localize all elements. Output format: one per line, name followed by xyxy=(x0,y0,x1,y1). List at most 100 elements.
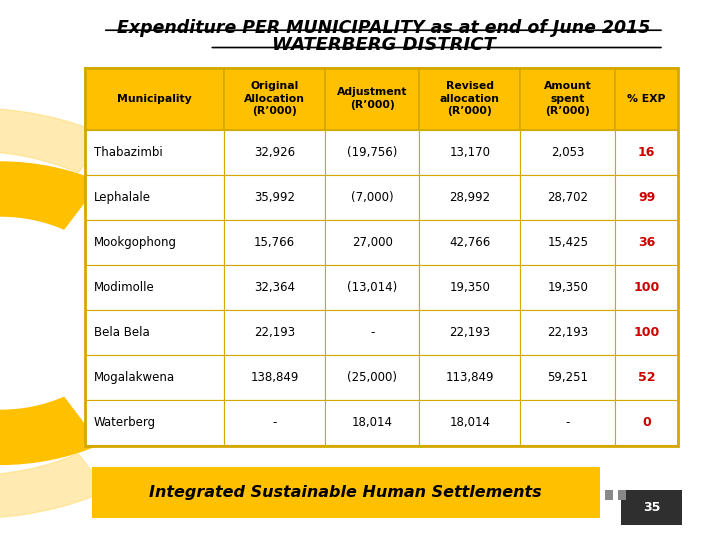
Text: 100: 100 xyxy=(634,326,660,339)
Wedge shape xyxy=(0,108,107,518)
Text: 15,766: 15,766 xyxy=(254,236,295,249)
FancyBboxPatch shape xyxy=(85,68,224,130)
FancyBboxPatch shape xyxy=(224,400,325,445)
FancyBboxPatch shape xyxy=(224,220,325,265)
FancyBboxPatch shape xyxy=(521,220,615,265)
FancyBboxPatch shape xyxy=(325,175,420,220)
Text: 2,053: 2,053 xyxy=(551,146,585,159)
Text: 18,014: 18,014 xyxy=(449,416,490,429)
Text: (25,000): (25,000) xyxy=(347,372,397,384)
Text: Thabazimbi: Thabazimbi xyxy=(94,146,163,159)
FancyBboxPatch shape xyxy=(85,265,224,310)
Text: 99: 99 xyxy=(638,191,655,204)
FancyBboxPatch shape xyxy=(325,310,420,355)
Text: Adjustment
(R’000): Adjustment (R’000) xyxy=(337,87,408,110)
FancyBboxPatch shape xyxy=(325,265,420,310)
Text: Revised
allocation
(R’000): Revised allocation (R’000) xyxy=(440,81,500,116)
FancyBboxPatch shape xyxy=(420,355,521,400)
Text: Waterberg: Waterberg xyxy=(94,416,156,429)
Text: % EXP: % EXP xyxy=(627,93,666,104)
Text: Integrated Sustainable Human Settlements: Integrated Sustainable Human Settlements xyxy=(150,485,542,500)
Text: 138,849: 138,849 xyxy=(251,372,299,384)
Text: WATERBERG DISTRICT: WATERBERG DISTRICT xyxy=(271,36,495,53)
Text: (13,014): (13,014) xyxy=(347,281,397,294)
Text: Modimolle: Modimolle xyxy=(94,281,155,294)
Text: Expenditure PER MUNICIPALITY as at end of June 2015: Expenditure PER MUNICIPALITY as at end o… xyxy=(117,19,650,37)
Text: 16: 16 xyxy=(638,146,655,159)
Text: Bela Bela: Bela Bela xyxy=(94,326,150,339)
Text: Lephalale: Lephalale xyxy=(94,191,150,204)
FancyBboxPatch shape xyxy=(85,175,224,220)
FancyBboxPatch shape xyxy=(621,490,682,525)
Text: 18,014: 18,014 xyxy=(351,416,392,429)
FancyBboxPatch shape xyxy=(224,310,325,355)
FancyBboxPatch shape xyxy=(521,130,615,175)
FancyBboxPatch shape xyxy=(85,130,224,175)
Text: Original
Allocation
(R’000): Original Allocation (R’000) xyxy=(244,81,305,116)
Text: -: - xyxy=(272,416,276,429)
FancyBboxPatch shape xyxy=(521,265,615,310)
Text: 22,193: 22,193 xyxy=(547,326,588,339)
FancyBboxPatch shape xyxy=(615,355,678,400)
FancyBboxPatch shape xyxy=(521,310,615,355)
Text: 32,364: 32,364 xyxy=(254,281,295,294)
Text: 113,849: 113,849 xyxy=(446,372,494,384)
Text: 0: 0 xyxy=(642,416,651,429)
FancyBboxPatch shape xyxy=(615,220,678,265)
FancyBboxPatch shape xyxy=(521,400,615,445)
FancyBboxPatch shape xyxy=(325,68,420,130)
FancyBboxPatch shape xyxy=(615,310,678,355)
FancyBboxPatch shape xyxy=(325,400,420,445)
Text: 36: 36 xyxy=(638,236,655,249)
FancyBboxPatch shape xyxy=(521,175,615,220)
Text: (19,756): (19,756) xyxy=(347,146,397,159)
FancyBboxPatch shape xyxy=(521,355,615,400)
Text: 28,992: 28,992 xyxy=(449,191,490,204)
Text: 13,170: 13,170 xyxy=(449,146,490,159)
Text: (7,000): (7,000) xyxy=(351,191,393,204)
Text: 52: 52 xyxy=(638,372,655,384)
Text: 35,992: 35,992 xyxy=(254,191,295,204)
FancyBboxPatch shape xyxy=(420,310,521,355)
Wedge shape xyxy=(0,162,99,464)
Text: Mookgophong: Mookgophong xyxy=(94,236,176,249)
Text: 22,193: 22,193 xyxy=(449,326,490,339)
FancyBboxPatch shape xyxy=(224,130,325,175)
Text: 100: 100 xyxy=(634,281,660,294)
FancyBboxPatch shape xyxy=(521,68,615,130)
FancyBboxPatch shape xyxy=(325,355,420,400)
FancyBboxPatch shape xyxy=(618,490,626,500)
Text: 35: 35 xyxy=(643,501,660,514)
FancyBboxPatch shape xyxy=(85,310,224,355)
FancyBboxPatch shape xyxy=(420,400,521,445)
Text: 27,000: 27,000 xyxy=(352,236,392,249)
FancyBboxPatch shape xyxy=(224,355,325,400)
Text: Amount
spent
(R’000): Amount spent (R’000) xyxy=(544,81,592,116)
FancyBboxPatch shape xyxy=(224,175,325,220)
Text: 19,350: 19,350 xyxy=(547,281,588,294)
Text: 19,350: 19,350 xyxy=(449,281,490,294)
Text: 42,766: 42,766 xyxy=(449,236,490,249)
Text: 28,702: 28,702 xyxy=(547,191,588,204)
FancyBboxPatch shape xyxy=(420,175,521,220)
Text: -: - xyxy=(565,416,570,429)
FancyBboxPatch shape xyxy=(615,265,678,310)
FancyBboxPatch shape xyxy=(325,130,420,175)
FancyBboxPatch shape xyxy=(85,355,224,400)
FancyBboxPatch shape xyxy=(615,400,678,445)
FancyBboxPatch shape xyxy=(92,467,600,518)
FancyBboxPatch shape xyxy=(325,220,420,265)
FancyBboxPatch shape xyxy=(420,265,521,310)
FancyBboxPatch shape xyxy=(420,130,521,175)
Text: 15,425: 15,425 xyxy=(547,236,588,249)
FancyBboxPatch shape xyxy=(615,175,678,220)
FancyBboxPatch shape xyxy=(615,130,678,175)
Text: 59,251: 59,251 xyxy=(547,372,588,384)
FancyBboxPatch shape xyxy=(420,68,521,130)
Text: Municipality: Municipality xyxy=(117,93,192,104)
FancyBboxPatch shape xyxy=(615,68,678,130)
Text: Mogalakwena: Mogalakwena xyxy=(94,372,175,384)
FancyBboxPatch shape xyxy=(85,220,224,265)
FancyBboxPatch shape xyxy=(420,220,521,265)
FancyBboxPatch shape xyxy=(224,265,325,310)
